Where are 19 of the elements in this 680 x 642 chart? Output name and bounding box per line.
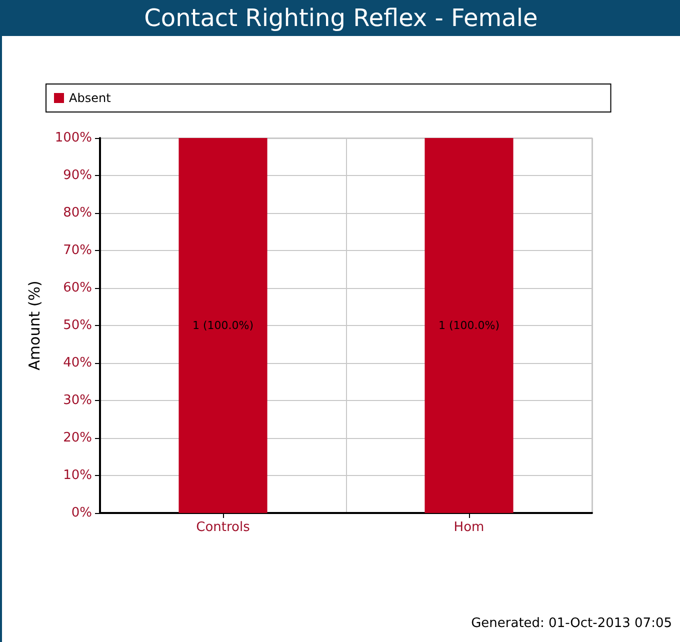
y-tick-label: 0% (71, 506, 92, 520)
y-tick-label: 90% (63, 168, 92, 183)
y-tick-label: 80% (63, 206, 92, 220)
y-tick-label: 60% (63, 280, 92, 296)
data-label: 1 (100.0%) (438, 319, 500, 332)
text: Generated: 01-Oct-2013 07:05 (471, 616, 672, 631)
data-label: 1 (100.0%) (192, 319, 254, 332)
y-tick-label: 30% (63, 393, 92, 408)
x-tick-label: Controls (196, 520, 250, 535)
x-tick-label: Hom (454, 520, 484, 535)
y-tick-label: 20% (63, 430, 92, 446)
y-tick-label: 10% (63, 468, 92, 483)
y-tick-label: 50% (63, 318, 92, 333)
y-tick-label: 70% (63, 243, 92, 258)
legend-label: Absent (69, 91, 112, 105)
y-tick-label: 40% (63, 356, 92, 370)
y-tick-label: 100% (54, 130, 92, 146)
y-axis-title: Amount (%) (26, 280, 44, 370)
chart-title: Contact Righting Reflex - Female (2, 0, 680, 36)
